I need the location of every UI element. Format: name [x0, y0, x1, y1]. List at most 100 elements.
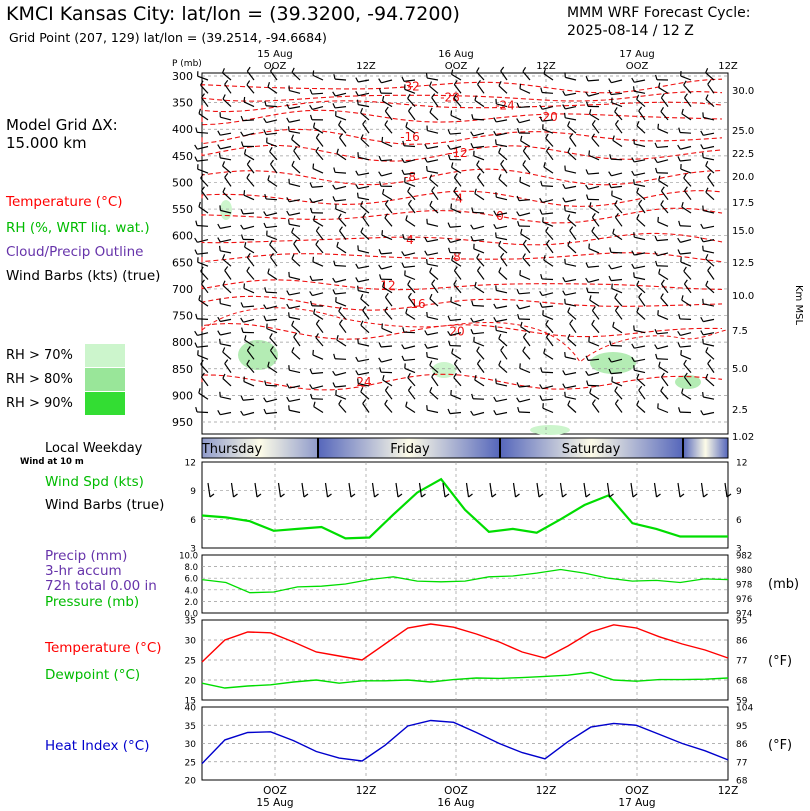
wind-barb-flag: [683, 279, 688, 285]
wind-barb: [567, 125, 577, 134]
wind-barb: [266, 225, 278, 229]
wind-barb-flag: [520, 228, 523, 234]
wind-barb-flag: [408, 199, 412, 205]
wind-barb-flag: [286, 197, 290, 203]
wind-barb-flag: [539, 104, 543, 110]
wind-barb-flag: [431, 186, 436, 192]
wind-barb-flag: [217, 130, 221, 136]
wind-barb: [200, 84, 209, 94]
wind-barb-flag: [658, 268, 661, 274]
heat-panel-right-tick: 104: [736, 704, 753, 714]
wind-barb: [362, 123, 370, 134]
wind-barb: [427, 129, 439, 134]
wind-barb: [449, 132, 462, 135]
wind-barb-flag: [562, 277, 566, 282]
wind-barb-flag: [585, 184, 589, 190]
rh-key-70: RH > 70%: [6, 348, 73, 363]
wind-barb: [427, 252, 439, 256]
wind-barb: [451, 352, 462, 360]
wind-barb: [315, 337, 324, 347]
wind-barb-flag: [401, 157, 405, 163]
wind-barb: [453, 84, 462, 94]
wind-barb-flag: [200, 173, 204, 179]
wind-barb-flag: [636, 120, 640, 126]
wind-barb-flag: [240, 141, 244, 147]
wind-barb: [660, 390, 669, 400]
wind-barb: [362, 403, 370, 413]
wind-barb: [541, 278, 554, 281]
wind-barb-flag: [614, 306, 619, 311]
rh-swatch-80: [85, 368, 125, 391]
wind-barb-flag: [615, 119, 619, 125]
wind-barb: [681, 299, 692, 307]
wind-barb-flag: [660, 186, 665, 192]
wind-barb: [587, 79, 600, 82]
wind-barb-flag: [224, 359, 229, 364]
surface-wind-barb-flag: [350, 493, 356, 498]
wind-barb: [222, 72, 232, 81]
wind-barb: [681, 392, 692, 400]
wind-barb: [196, 318, 209, 320]
wind-barb-flag: [408, 106, 412, 112]
wind-barb: [224, 270, 232, 280]
wind-barb: [289, 385, 301, 389]
wind-barb: [335, 292, 347, 295]
wind-barb: [269, 244, 278, 254]
wind-barb-flag: [378, 155, 382, 161]
wind-barb: [196, 224, 209, 227]
temp-panel-left-tick: 15: [185, 697, 196, 707]
wind-barb: [201, 283, 209, 294]
wind-barb-flag: [270, 252, 274, 258]
wind-barb-flag: [332, 196, 336, 202]
wind-barb: [335, 115, 347, 121]
wind-barb-flag: [338, 306, 342, 312]
temperature-panel-label: Temperature (°C): [45, 640, 162, 656]
wind-barb: [658, 87, 669, 94]
wind-barb-flag: [567, 240, 571, 246]
wind-barb-flag: [310, 300, 313, 306]
wind-barb-flag: [362, 119, 367, 125]
wind-barb-flag: [632, 86, 635, 92]
wind-barb: [591, 217, 600, 227]
wind-barb: [660, 283, 669, 294]
temperature-contour-label: -16: [400, 130, 420, 144]
wind-barb-flag: [241, 327, 244, 333]
wind-barb: [220, 132, 232, 136]
wind-barb: [358, 278, 370, 283]
wind-barb-flag: [591, 306, 596, 311]
wind-barb: [451, 73, 462, 81]
temperature-contour: [201, 78, 723, 94]
wind-barb: [681, 206, 692, 214]
wind-barb-flag: [660, 279, 665, 285]
wind-barb: [683, 270, 692, 280]
wind-barb: [496, 119, 508, 123]
wind-barb-flag: [614, 386, 618, 392]
wind-barb: [638, 203, 646, 214]
surface-wind-barb: [653, 482, 658, 498]
wind-barb-flag: [339, 133, 343, 138]
wind-barb-flag: [609, 247, 612, 253]
temp-panel-right-tick: 77: [736, 657, 747, 667]
rh-patch: [238, 340, 278, 370]
wind-barb: [611, 358, 623, 363]
wind-barb: [634, 276, 646, 281]
surface-wind-barb-flag: [444, 493, 450, 498]
wind-barb-flag: [678, 407, 681, 413]
wind-barb-flag: [447, 330, 451, 336]
wind-barb: [542, 212, 554, 215]
wind-barb: [220, 209, 232, 214]
wind-barb: [335, 185, 347, 190]
wind-barb-flag: [498, 360, 502, 366]
wind-barb-flag: [217, 330, 221, 336]
wind-barb: [405, 219, 416, 227]
wind-barb: [358, 79, 370, 83]
surface-wind-barbs: [207, 482, 732, 498]
wind-barb: [545, 137, 554, 147]
wind-barb: [473, 341, 485, 347]
wind-barb: [496, 196, 508, 201]
wind-barb-flag: [539, 302, 543, 308]
wind-barb-flag: [470, 224, 474, 230]
wind-barb: [496, 382, 508, 387]
wind-barb: [565, 169, 577, 174]
wind-barb-flag: [562, 383, 566, 389]
